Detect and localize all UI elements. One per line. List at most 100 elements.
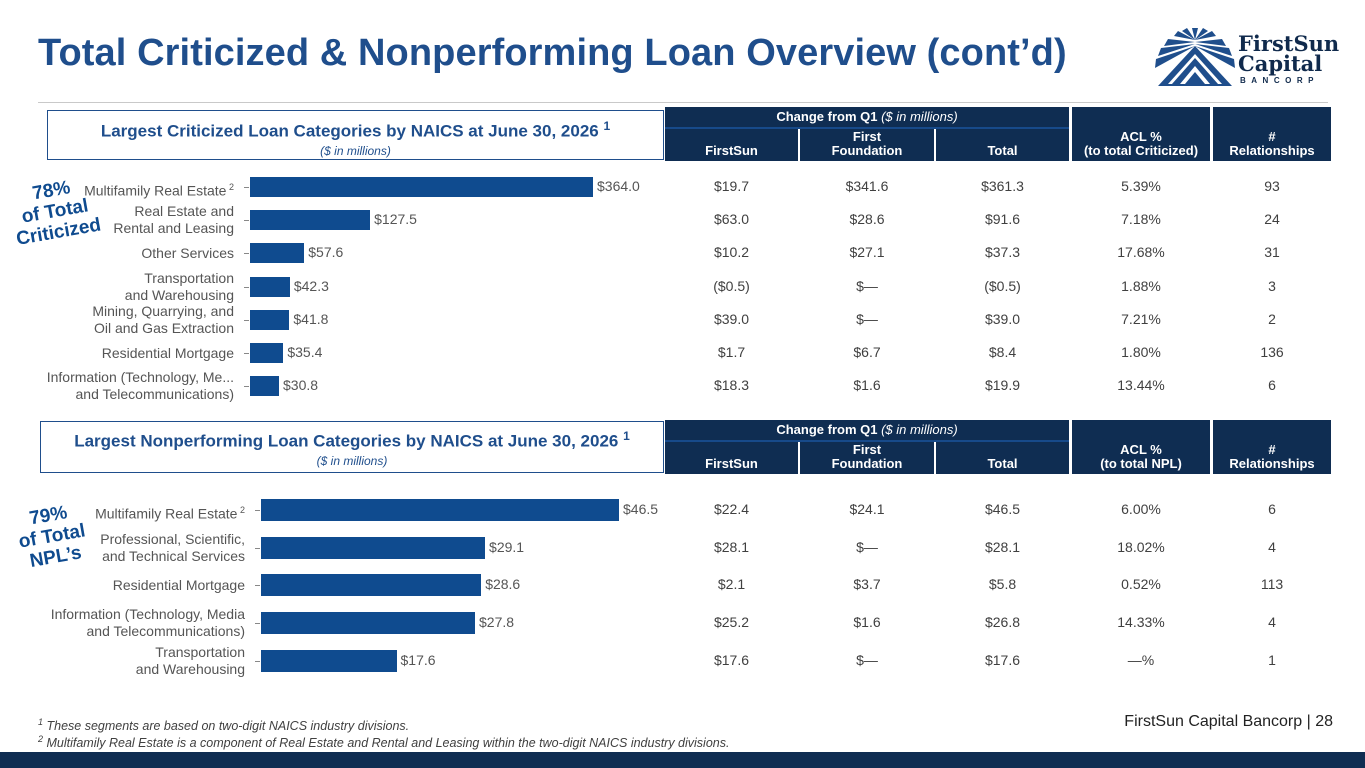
criticized-cell-ff: $—: [856, 311, 878, 327]
criticized-cell-total: $361.3: [981, 178, 1024, 194]
criticized-cell-firstsun: $1.7: [717, 344, 746, 360]
criticized-chart-axis-tick: [244, 220, 249, 221]
criticized-header-acl-label: ACL % (to total Criticized): [1083, 129, 1199, 158]
criticized-cell-acl: 1.88%: [1121, 278, 1161, 294]
npl-cell-total: $46.5: [984, 501, 1021, 517]
criticized-cell-rel: 31: [1264, 244, 1280, 260]
npl-header-total: Total: [936, 442, 1069, 474]
npl-subtitle: ($ in millions): [316, 453, 388, 468]
npl-cell-rel: 4: [1268, 614, 1276, 630]
npl-chart-bar: [261, 537, 486, 559]
criticized-cell-firstsun: $39.0: [713, 311, 750, 327]
criticized-chart-value-label: $30.8: [283, 377, 319, 393]
criticized-cell-ff: $27.1: [849, 244, 885, 260]
logo-line-1: FirstSun: [1238, 31, 1340, 56]
criticized-chart-bar: [250, 343, 284, 363]
criticized-cell-total: $91.6: [984, 211, 1021, 227]
criticized-cell-firstsun: ($0.5): [713, 278, 750, 294]
criticized-chart-value-label: $35.4: [287, 344, 323, 360]
criticized-cell-acl: 7.21%: [1121, 311, 1161, 327]
criticized-cell-firstsun: $63.0: [713, 211, 750, 227]
bottom-bar: [0, 752, 1365, 768]
npl-cell-firstsun: $25.2: [713, 614, 750, 630]
footnote-1-text: These segments are based on two-digit NA…: [43, 719, 410, 734]
criticized-chart-category-label: Information (Technology, Me... and Teleco…: [46, 369, 234, 402]
criticized-title-box: Largest Criticized Loan Categories by NA…: [47, 110, 664, 160]
criticized-header-acl: ACL % (to total Criticized): [1072, 107, 1210, 161]
criticized-cell-acl: 13.44%: [1117, 377, 1165, 393]
criticized-header-ff: First Foundation: [800, 129, 934, 161]
npl-cell-rel: 113: [1260, 576, 1284, 592]
npl-chart-axis-tick: [255, 585, 260, 586]
npl-chart-axis-tick: [255, 510, 260, 511]
criticized-chart-category-footnote: 2: [226, 181, 234, 192]
company-logo: FirstSun Capital BANCORP: [1152, 28, 1339, 92]
npl-chart-value-label: $17.6: [400, 652, 436, 668]
criticized-chart-value-label: $364.0: [597, 178, 640, 194]
npl-cell-ff: $—: [856, 652, 878, 668]
npl-title-text: Largest Nonperforming Loan Categories by…: [74, 431, 619, 451]
npl-chart-value-label: $46.5: [623, 501, 659, 517]
npl-chart-axis-tick: [255, 623, 260, 624]
npl-chart-axis-tick: [255, 548, 260, 549]
criticized-chart-value-label: $41.8: [293, 311, 329, 327]
criticized-header-firstsun: FirstSun: [665, 129, 798, 161]
npl-cell-acl: 6.00%: [1121, 501, 1161, 517]
footnote-1-marker: 1: [38, 717, 44, 727]
criticized-header-firstsun-label: FirstSun: [705, 143, 758, 158]
npl-cell-firstsun: $2.1: [717, 576, 746, 592]
criticized-header-rel: # Relationships: [1213, 107, 1331, 161]
criticized-cell-total: $8.4: [988, 344, 1017, 360]
sunburst-logo-icon: [1155, 28, 1235, 86]
criticized-chart-axis-tick: [244, 187, 249, 188]
criticized-chart-category-label: Residential Mortgage: [101, 344, 234, 361]
criticized-chart-bar: [250, 210, 371, 230]
page-title: Total Criticized & Nonperforming Loan Ov…: [38, 32, 1067, 74]
npl-cell-total: $17.6: [984, 652, 1021, 668]
criticized-chart-axis-tick: [244, 386, 249, 387]
criticized-chart-axis-tick: [244, 253, 249, 254]
npl-cell-firstsun: $22.4: [713, 501, 750, 517]
criticized-cell-total: ($0.5): [984, 278, 1021, 294]
npl-cell-acl: 0.52%: [1121, 576, 1161, 592]
criticized-chart-category-label: Transportation and Warehousing: [124, 270, 234, 303]
criticized-header-divider: [665, 127, 1069, 129]
npl-cell-total: $5.8: [988, 576, 1017, 592]
npl-title: Largest Nonperforming Loan Categories by…: [41, 429, 663, 452]
npl-cell-acl: 18.02%: [1117, 539, 1165, 555]
criticized-cell-total: $19.9: [984, 377, 1021, 393]
criticized-chart-bar: [250, 243, 305, 263]
criticized-title-footnote: 1: [603, 119, 611, 133]
npl-header-ff: First Foundation: [800, 442, 934, 474]
npl-cell-firstsun: $17.6: [713, 652, 750, 668]
criticized-cell-rel: 93: [1264, 178, 1280, 194]
criticized-header-group: Change from Q1 ($ in millions): [665, 107, 1069, 127]
npl-cell-total: $28.1: [984, 539, 1021, 555]
title-divider: [38, 102, 1328, 103]
criticized-header-total-label: Total: [987, 143, 1018, 158]
footnote-1: 1 These segments are based on two-digit …: [38, 717, 409, 733]
criticized-title: Largest Criticized Loan Categories by NA…: [48, 119, 663, 142]
npl-chart-category-footnote: 2: [237, 504, 245, 515]
npl-chart-value-label: $29.1: [489, 539, 525, 555]
npl-cell-total: $26.8: [984, 614, 1021, 630]
criticized-cell-rel: 136: [1260, 344, 1284, 360]
criticized-chart-bar: [250, 277, 290, 297]
criticized-cell-rel: 6: [1268, 377, 1276, 393]
criticized-chart-axis-tick: [244, 287, 249, 288]
criticized-cell-rel: 2: [1268, 311, 1276, 327]
page-info: FirstSun Capital Bancorp | 28: [1124, 713, 1333, 730]
npl-cell-ff: $1.6: [853, 614, 881, 630]
npl-chart-value-label: $28.6: [485, 576, 521, 592]
logo-line-2: Capital: [1238, 51, 1323, 76]
npl-chart-bar: [261, 612, 476, 634]
criticized-cell-ff: $341.6: [845, 178, 889, 194]
criticized-chart-category-label: Mining, Quarrying, and Oil and Gas Extrac…: [92, 303, 234, 336]
npl-cell-rel: 1: [1268, 652, 1276, 668]
npl-header-rel: # Relationships: [1213, 420, 1331, 474]
criticized-cell-rel: 24: [1264, 211, 1280, 227]
npl-header-acl: ACL % (to total NPL): [1072, 420, 1210, 474]
criticized-chart-value-label: $127.5: [374, 211, 417, 227]
criticized-title-text: Largest Criticized Loan Categories by NA…: [100, 121, 599, 141]
npl-header-firstsun-label: FirstSun: [705, 456, 758, 471]
